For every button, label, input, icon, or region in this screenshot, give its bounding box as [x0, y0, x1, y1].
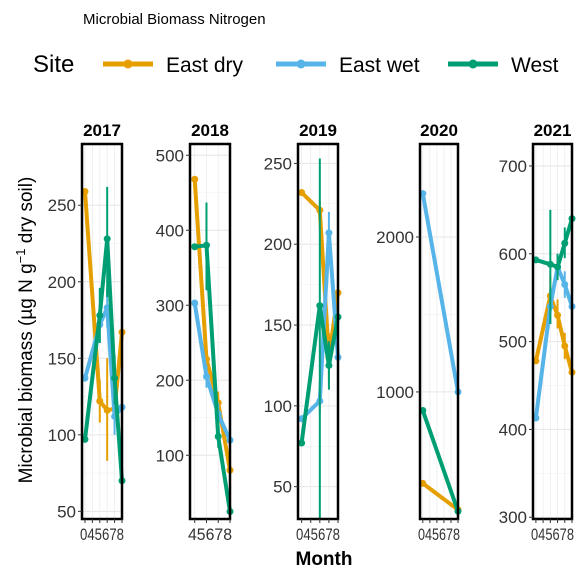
facet-strip-label: 2019 — [299, 121, 337, 140]
grid — [82, 144, 123, 519]
series-west — [81, 186, 126, 497]
data-point — [96, 397, 104, 405]
y-tick-label: 50 — [273, 478, 292, 497]
data-point — [325, 361, 333, 369]
data-point — [554, 311, 562, 319]
data-point — [298, 188, 306, 196]
x-tick-labels: 045678 — [80, 525, 124, 544]
y-tick-label: 150 — [264, 316, 292, 335]
y-tick-label: 400 — [499, 420, 527, 439]
series-line — [420, 409, 460, 512]
series-line — [194, 243, 232, 512]
facet-panel: 2018 100 200 300 400 500 45678 — [156, 121, 234, 544]
y-tick-label: 200 — [156, 371, 184, 390]
data-point — [561, 342, 569, 350]
panel-border — [296, 142, 340, 521]
facet-panel: 2017 50 100 150 200 250 045678 — [48, 121, 126, 544]
legend-marker — [296, 59, 306, 69]
y-tick-label: 150 — [48, 349, 76, 368]
data-point — [96, 311, 104, 319]
data-point — [546, 260, 554, 268]
y-tick-label: 600 — [499, 245, 527, 264]
data-point — [202, 241, 210, 249]
y-tick-label: 200 — [264, 235, 292, 254]
data-point — [316, 302, 324, 310]
y-axis-label: Microbial biomass (µg N g−1 dry soil) — [13, 177, 37, 484]
y-tick-label: 250 — [48, 196, 76, 215]
x-tick-labels: 045678 — [418, 525, 460, 544]
panel-border — [80, 142, 124, 521]
data-point — [103, 235, 111, 243]
series-line — [421, 481, 460, 512]
y-tick-label: 200 — [48, 273, 76, 292]
legend-entry: West — [448, 54, 559, 77]
facet-panel: 2020 1000 2000 045678 — [376, 121, 462, 544]
y-tick-label: 50 — [57, 502, 76, 521]
panel-border — [418, 142, 460, 521]
series-east-wet — [419, 190, 462, 396]
y-tick-label: 500 — [156, 146, 184, 165]
facet-panel: 2021 300 400 500 600 700 045678 — [499, 121, 576, 544]
y-tick-label: 300 — [499, 508, 527, 527]
y-tick-label: 100 — [156, 446, 184, 465]
data-point — [111, 374, 119, 382]
x-tick-labels: 45678 — [188, 525, 232, 544]
x-axis-label: Month — [296, 549, 353, 570]
facet-panel: 2019 50 100 150 200 250 045678 — [264, 121, 342, 544]
data-point — [191, 299, 199, 307]
data-point — [561, 281, 569, 289]
legend-entries: East dry East wet West — [103, 54, 559, 77]
facet-panels: 2017 50 100 150 200 250 045678 2018 100 200 300 400… — [48, 121, 576, 544]
data-point — [202, 373, 210, 380]
y-tick-label: 100 — [48, 426, 76, 445]
legend-marker — [468, 59, 478, 69]
series-east-wet — [532, 253, 576, 422]
chart-title: Microbial Biomass Nitrogen — [83, 11, 266, 28]
data-point — [554, 263, 562, 271]
y-tick-label: 250 — [264, 154, 292, 173]
data-point — [191, 243, 199, 251]
facet-strip-label: 2021 — [534, 121, 572, 140]
data-point — [214, 433, 222, 440]
y-tick-label: 1000 — [376, 383, 414, 402]
data-point — [561, 239, 569, 247]
legend-entry: East wet — [276, 54, 420, 77]
legend-entry: East dry — [103, 54, 244, 77]
facet-strip-label: 2020 — [420, 121, 458, 140]
facet-strip-label: 2018 — [191, 121, 229, 140]
grid — [533, 144, 573, 519]
legend-title: Site — [33, 51, 74, 78]
y-tick-label: 100 — [264, 397, 292, 416]
data-point — [298, 439, 306, 447]
series-line — [192, 179, 232, 471]
series-line — [192, 302, 232, 442]
x-tick-labels: 045678 — [296, 525, 340, 544]
panel-border — [188, 142, 232, 521]
series-west — [298, 158, 342, 519]
data-point — [325, 229, 333, 237]
legend-label: West — [511, 54, 559, 77]
data-point — [103, 406, 111, 414]
panel-border — [531, 142, 574, 521]
data-point — [191, 175, 199, 183]
y-tick-label: 300 — [156, 296, 184, 315]
y-tick-label: 400 — [156, 221, 184, 240]
legend-label: East wet — [339, 54, 420, 77]
y-tick-label: 500 — [499, 333, 527, 352]
series-line — [299, 303, 340, 444]
facet-strip-label: 2017 — [83, 121, 121, 140]
series-line — [420, 193, 460, 393]
legend-label: East dry — [166, 54, 244, 77]
y-tick-label: 2000 — [376, 228, 414, 247]
x-tick-labels: 045678 — [531, 525, 574, 544]
legend: Site East dry East wet West — [33, 51, 559, 78]
y-tick-label: 700 — [499, 157, 527, 176]
series-line — [300, 230, 340, 421]
legend-marker — [123, 59, 133, 69]
